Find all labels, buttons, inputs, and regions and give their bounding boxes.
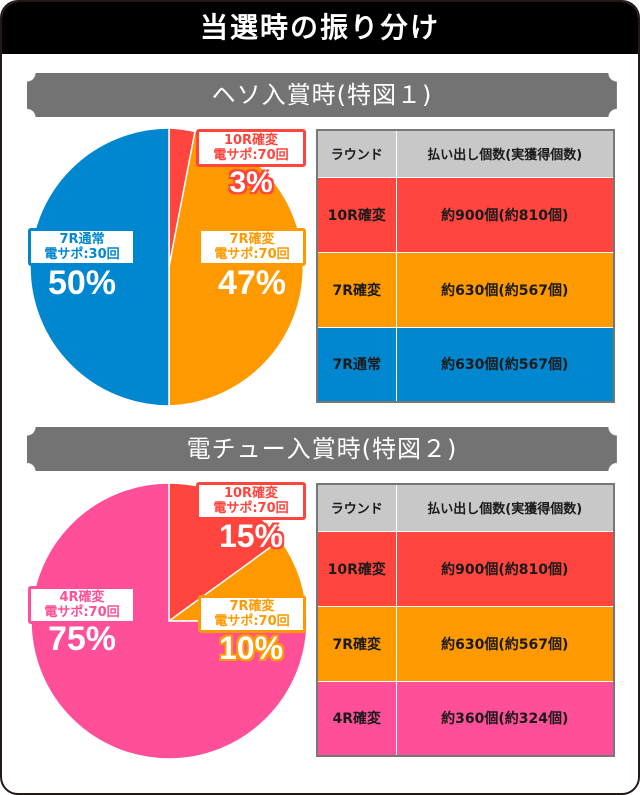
section-banner-heso: ヘソ入賞時(特図１): [27, 73, 617, 117]
slice-percent-7r-kakuhen: 47%: [217, 264, 287, 302]
pie-slice-4r-kakuhen: [30, 482, 308, 760]
table-row: 10R確変 約900個(約810個): [316, 176, 615, 253]
payout-table-heso: ラウンド 払い出し個数(実獲得個数) 10R確変 約900個(約810個) 7R…: [316, 129, 615, 403]
column-header-payout: 払い出し個数(実獲得個数): [395, 483, 615, 532]
table-row: 7R通常 約630個(約567個): [316, 326, 615, 403]
slice-label-4r-kakuhen: 4R確変 電サポ:70回: [28, 586, 136, 624]
column-header-round: ラウンド: [316, 483, 397, 532]
table-row: 7R確変 約630個(約567個): [316, 251, 615, 328]
slice-percent-7r-kakuhen: 10%: [218, 630, 284, 666]
pie-slice-7r-tsujo: [29, 127, 170, 407]
table-row: 7R確変 約630個(約567個): [316, 605, 615, 682]
pie-chart-heso: [29, 127, 305, 407]
column-header-round: ラウンド: [316, 129, 397, 178]
slice-percent-10r-kakuhen: 15%: [218, 518, 284, 554]
slice-label-10r-kakuhen: 10R確変 電サポ:70回: [196, 129, 306, 167]
payout-table-denchu: ラウンド 払い出し個数(実獲得個数) 10R確変 約900個(約810個) 7R…: [316, 483, 615, 757]
slice-label-7r-kakuhen: 7R確変 電サポ:70回: [198, 228, 306, 266]
table-header-row: ラウンド 払い出し個数(実獲得個数): [316, 483, 615, 532]
table-header-row: ラウンド 払い出し個数(実獲得個数): [316, 129, 615, 178]
slice-label-7r-kakuhen: 7R確変 電サポ:70回: [198, 595, 306, 633]
slice-percent-4r-kakuhen: 75%: [47, 620, 117, 658]
slice-label-10r-kakuhen: 10R確変 電サポ:70回: [196, 482, 306, 520]
slice-percent-7r-tsujo: 50%: [47, 264, 117, 302]
table-row: 10R確変 約900個(約810個): [316, 530, 615, 607]
column-header-payout: 払い出し個数(実獲得個数): [395, 129, 615, 178]
slice-percent-10r-kakuhen: 3%: [229, 166, 273, 199]
section-banner-denchu: 電チュー入賞時(特図２): [27, 427, 617, 471]
page-title: 当選時の振り分け: [2, 2, 638, 54]
slice-label-7r-tsujo: 7R通常 電サポ:30回: [28, 228, 136, 266]
table-row: 4R確変 約360個(約324個): [316, 680, 615, 757]
